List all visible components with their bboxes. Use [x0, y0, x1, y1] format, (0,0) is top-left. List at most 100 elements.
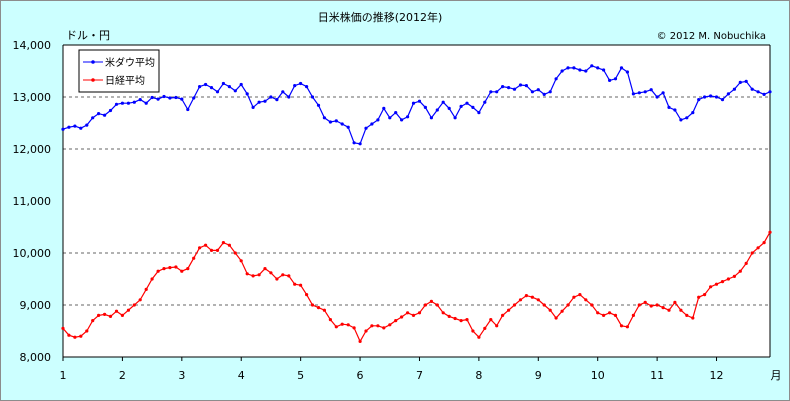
data-point: [619, 324, 624, 328]
data-point: [738, 80, 742, 84]
data-point: [328, 318, 332, 322]
data-point: [79, 334, 83, 338]
y-axis-label: ドル・円: [66, 29, 110, 42]
data-point: [73, 335, 77, 339]
data-point: [192, 96, 196, 100]
data-point: [204, 243, 208, 247]
legend-box: [78, 49, 160, 93]
data-point: [673, 108, 677, 112]
data-point: [744, 79, 748, 83]
data-point: [180, 269, 184, 273]
data-point: [322, 116, 326, 120]
data-point: [126, 308, 130, 312]
data-point: [67, 125, 71, 129]
chart-title: 日米株価の推移(2012年): [318, 10, 443, 24]
data-point: [423, 105, 427, 109]
data-point: [697, 98, 701, 102]
data-point: [198, 85, 202, 89]
data-point: [61, 127, 65, 131]
data-point: [548, 308, 552, 312]
data-point: [459, 104, 463, 108]
data-point: [732, 87, 737, 91]
data-point: [762, 241, 766, 245]
data-point: [738, 269, 742, 273]
data-point: [376, 118, 380, 122]
data-point: [566, 303, 570, 307]
data-point: [103, 312, 107, 316]
data-point: [192, 256, 196, 260]
data-point: [352, 326, 356, 330]
x-tick-marks: [62, 357, 718, 361]
data-point: [726, 277, 731, 281]
data-point: [186, 107, 190, 112]
data-point: [560, 69, 564, 73]
data-point: [114, 309, 119, 313]
data-point: [613, 313, 618, 317]
data-point: [114, 102, 119, 106]
data-point: [661, 306, 665, 310]
data-point: [744, 261, 748, 265]
data-point: [417, 311, 422, 315]
x-tick-label: 12: [710, 369, 724, 382]
data-point: [655, 95, 659, 99]
data-point: [215, 248, 220, 252]
y-tick-label: 9,000: [20, 299, 52, 312]
data-point: [584, 298, 588, 302]
data-point: [281, 90, 285, 94]
y-tick-labels: 8,000 9,000 10,000 11,000 12,000 13,000 14,000: [13, 39, 52, 364]
data-point: [370, 324, 374, 328]
legend-label-dow: 米ダウ平均: [105, 56, 155, 69]
data-point: [382, 326, 386, 330]
data-point: [649, 88, 653, 92]
data-point: [322, 308, 326, 312]
data-point: [370, 122, 374, 126]
data-point: [554, 316, 558, 320]
data-point: [245, 272, 249, 276]
data-point: [691, 111, 695, 115]
data-point: [507, 308, 511, 312]
data-point: [619, 66, 624, 70]
data-point: [507, 86, 511, 90]
data-point: [465, 318, 469, 322]
data-point: [400, 118, 404, 122]
data-point: [697, 295, 701, 299]
data-point: [756, 246, 760, 250]
data-point: [501, 85, 505, 89]
data-point: [388, 116, 392, 120]
x-tick-label: 7: [416, 369, 423, 382]
data-point: [530, 295, 535, 299]
data-point: [168, 96, 172, 100]
data-point: [91, 319, 95, 323]
data-point: [667, 308, 671, 312]
x-tick-label: 8: [475, 369, 482, 382]
data-point: [608, 311, 612, 315]
data-point: [310, 95, 315, 99]
data-point: [720, 280, 725, 284]
data-point: [400, 315, 404, 319]
data-point: [257, 100, 261, 104]
data-point: [709, 94, 713, 98]
data-point: [305, 293, 309, 297]
data-point: [554, 77, 558, 81]
data-point: [204, 82, 208, 87]
data-point: [108, 314, 113, 318]
data-point: [305, 85, 309, 89]
data-point: [198, 246, 202, 250]
data-point: [720, 98, 725, 102]
data-point: [732, 274, 737, 278]
data-point: [435, 303, 439, 307]
data-point: [358, 339, 362, 343]
data-point: [423, 303, 427, 307]
data-point: [215, 90, 220, 94]
data-point: [382, 106, 386, 110]
data-point: [352, 141, 356, 145]
y-tick-label: 14,000: [13, 39, 52, 52]
data-point: [631, 92, 636, 96]
data-point: [649, 304, 653, 308]
data-point: [429, 299, 433, 303]
y-tick-label: 8,000: [20, 351, 52, 364]
data-point: [726, 92, 731, 96]
data-point: [750, 87, 754, 91]
data-point: [79, 126, 83, 130]
data-point: [768, 90, 772, 94]
